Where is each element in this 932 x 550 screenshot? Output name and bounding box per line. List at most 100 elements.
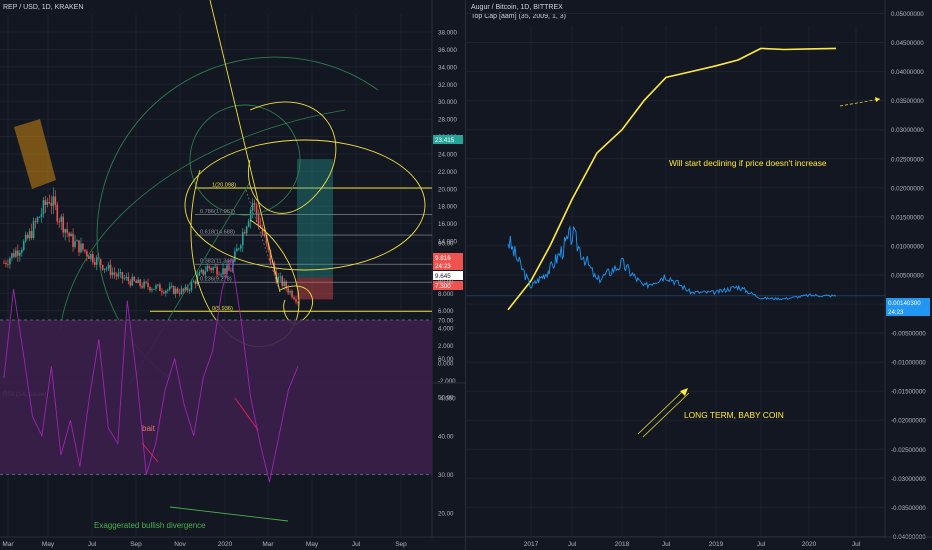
augur-btc-chart[interactable]: 0.065000000.060000000.055000000.05000000… [466,0,932,550]
price-badge-label: 24:23 [888,309,904,316]
fib-level-label: 1(20.098) [212,182,236,188]
price-badge [433,261,463,270]
candle-body [168,286,171,290]
candle-body [289,291,291,293]
candle-body [271,262,274,264]
candle-body [15,250,17,257]
candle-body [283,281,285,286]
candle-body [44,200,47,205]
candle-body [178,292,181,294]
candle-body [18,252,21,256]
rsi-marker-line [141,442,159,463]
fib-spiral [248,101,337,214]
y-tick-label: 14.000 [438,239,457,246]
candle-body [287,288,289,293]
candle-body [70,233,72,237]
augur-btc-price-line [507,225,837,301]
left-chart-pane[interactable]: REP / USD, 1D, KRAKEN 38.000 36.000 34.000… [0,0,466,550]
y-tick-label: 18.000 [438,204,457,211]
y-tick-label: 0.01500000 [891,214,924,221]
rsi-annotation-divergence: Exaggerated bullish divergence [94,521,206,530]
candle-body [17,250,19,256]
candle-body [84,249,86,252]
candle-body [76,240,78,242]
rsi-line [3,258,299,483]
candle-body [200,269,203,273]
candle-body [42,200,45,215]
rep-usd-chart[interactable]: 38.00036.00034.00032.00030.00028.00026.0… [0,0,466,550]
candle-body [101,264,104,270]
candle-body [238,248,240,250]
y-tick-label: -0.03500000 [891,505,926,512]
price-badge [886,307,930,316]
candle-body [3,262,5,264]
candle-body [54,196,57,205]
candle-body [188,290,191,291]
long-position-stop [297,277,333,300]
y-tick-label: 2.000 [438,343,454,350]
price-badge-label: 7.300 [435,283,451,290]
y-tick-label: 36.000 [438,47,457,54]
rsi-tick-label: 50.00 [438,395,454,402]
fib-level-label: 0.382(11.346) [200,259,235,265]
candle-body [281,276,284,286]
candle-body [38,217,41,218]
rsi-annotation-bait: bait [142,424,156,433]
right-chart-title: Augur / Bitcoin, 1D, BITTREX [471,4,563,11]
candle-body [159,284,161,291]
candle-body [22,241,25,251]
candle-body [40,214,43,218]
price-badge-label: 23.415 [435,137,455,144]
x-tick-label: 2020 [218,541,233,548]
candle-body [78,240,80,253]
candle-body [234,251,236,262]
candle-body [172,286,175,294]
candle-body [5,262,7,265]
pane-divider[interactable] [465,0,466,550]
candle-body [265,235,268,244]
candle-body [115,274,118,277]
y-tick-label: 0.03500000 [891,98,924,105]
y-tick-label: 4.000 [438,326,454,333]
candle-body [174,288,177,294]
rsi-tick-label: 20.00 [438,511,454,518]
candle-body [24,234,27,242]
candle-body [90,254,92,259]
projection-arrow [839,98,881,107]
price-badge [433,271,463,280]
candle-body [80,243,82,253]
fib-ellipse [184,139,426,271]
candle-body [224,268,226,275]
y-tick-label: 0.02000000 [891,185,924,192]
candle-body [36,217,39,223]
candle-body [111,272,114,276]
right-chart-pane[interactable]: Augur / Bitcoin, 1D, BITTREX Top Cap [aa… [466,0,932,550]
candle-body [93,262,96,265]
candle-body [277,276,280,282]
x-tick-label: Sep [395,541,407,548]
x-tick-label: Jul [88,541,97,548]
candle-body [99,259,102,265]
candle-body [62,216,64,233]
candle-body [113,272,116,275]
candle-body [48,201,51,204]
candle-body [163,292,165,294]
fib-circle-arc [59,109,346,331]
growth-arrow [637,389,685,435]
left-chart-title: REP / USD, 1D, KRAKEN [3,4,84,11]
candle-body [86,251,88,257]
candle-body [139,279,141,286]
candle-body [253,203,256,205]
candle-body [249,210,252,222]
candle-body [149,286,151,291]
rsi-tick-label: 60.00 [438,356,454,363]
candle-body [210,267,212,271]
rsi-tick-label: 80.00 [438,279,454,286]
candle-body [269,249,272,263]
candle-body [9,258,11,265]
x-tick-label: Mar [262,541,274,548]
candle-body [293,297,295,300]
candle-body [184,286,187,291]
x-tick-label: Nov [174,541,186,548]
y-tick-label: 22.000 [438,169,457,176]
